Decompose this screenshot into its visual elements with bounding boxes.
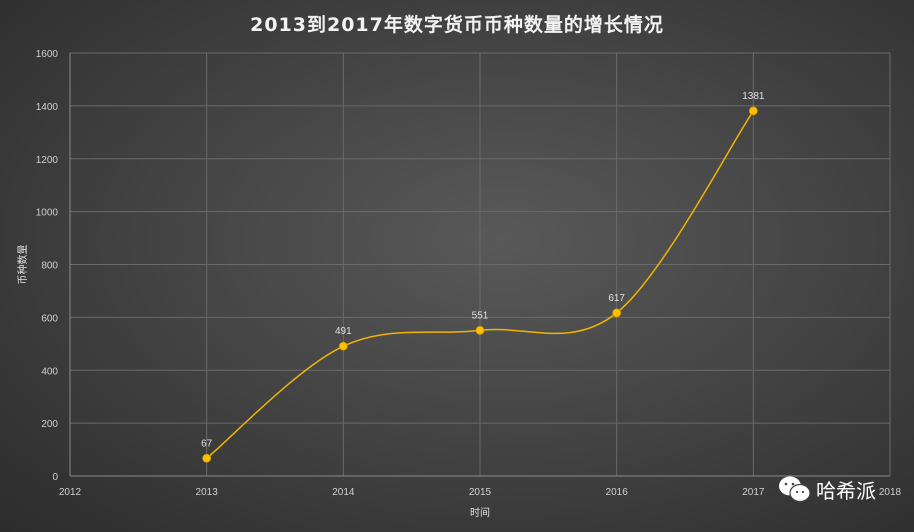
- data-point: [202, 453, 212, 463]
- data-point: [748, 106, 758, 116]
- x-tick-label: 2014: [332, 487, 355, 498]
- x-tick-label: 2012: [59, 487, 82, 498]
- y-tick-label: 1000: [36, 208, 59, 219]
- y-axis-title: 币种数量: [16, 245, 29, 285]
- data-label: 617: [608, 293, 625, 304]
- y-tick-label: 600: [41, 313, 58, 324]
- y-tick-label: 1200: [36, 155, 59, 166]
- data-point: [475, 325, 485, 335]
- x-tick-label: 2015: [469, 487, 492, 498]
- x-tick-label: 2018: [879, 487, 902, 498]
- x-tick-label: 2013: [196, 487, 219, 498]
- y-tick-label: 0: [52, 472, 58, 483]
- y-tick-label: 1400: [36, 102, 59, 113]
- y-tick-label: 800: [41, 261, 58, 272]
- y-tick-label: 400: [41, 366, 58, 377]
- data-label: 67: [201, 438, 213, 449]
- x-tick-label: 2017: [742, 487, 765, 498]
- y-tick-label: 1600: [36, 49, 59, 60]
- data-label: 1381: [742, 91, 765, 102]
- series-line: [206, 110, 754, 459]
- wechat-icon: [779, 476, 811, 503]
- data-label: 491: [335, 326, 352, 337]
- x-axis-title: 时间: [470, 506, 490, 519]
- data-point: [612, 308, 622, 318]
- watermark: 哈希派: [778, 474, 876, 504]
- chart-title: 2013到2017年数字货币币种数量的增长情况: [250, 14, 664, 36]
- data-label: 551: [472, 310, 489, 321]
- x-tick-label: 2016: [606, 487, 629, 498]
- y-tick-label: 200: [41, 419, 58, 430]
- watermark-text: 哈希派: [816, 478, 876, 503]
- data-point: [338, 341, 348, 351]
